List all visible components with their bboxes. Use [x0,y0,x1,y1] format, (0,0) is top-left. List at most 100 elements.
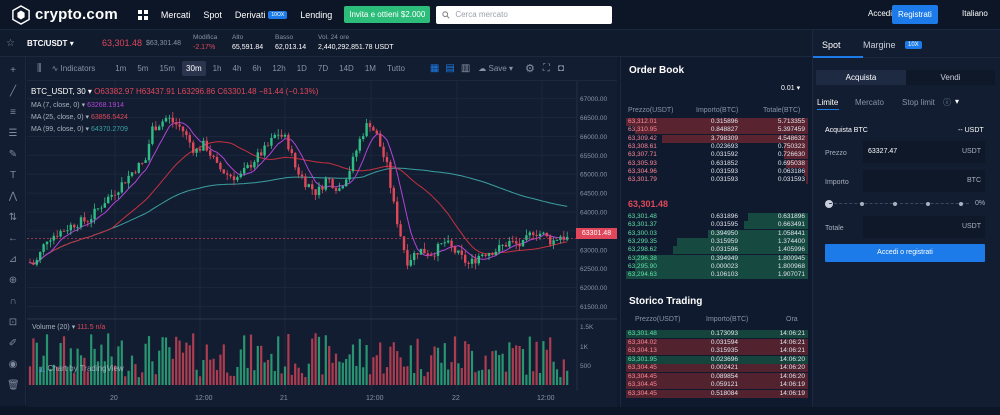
zoom-icon[interactable]: ⊕ [8,275,18,286]
tf-1d[interactable]: 1D [296,64,307,73]
ma99-legend[interactable]: MA (99, close, 0) ▾ 64370.2709 [31,125,128,133]
tf-1m[interactable]: 1m [115,64,127,73]
favorite-star-icon[interactable]: ☆ [6,38,15,49]
fib-icon[interactable]: ☰ [8,128,18,139]
candle-type-icon[interactable]: ⫼ [37,63,42,74]
tab-margin[interactable]: Margine [863,40,896,50]
sell-toggle-button[interactable]: Vendi [940,73,961,82]
magnet-icon[interactable]: ∩ [9,296,17,307]
bid-row[interactable]: 63,296.38 0.394949 1.800945 [626,254,808,263]
volume-legend[interactable]: Volume (20) ▾ 111.5 n/a [32,323,105,331]
ask-row[interactable]: 63,307.71 0.031592 0.726630 [626,151,808,160]
tf-1h[interactable]: 1h [212,64,222,73]
crosshair-icon[interactable]: + [10,65,16,76]
order-type-stop-limit[interactable]: Stop limit [902,98,935,107]
tf-1mo[interactable]: 1M [364,64,376,73]
price-input[interactable]: 63327.47 USDT [863,141,985,163]
bid-row[interactable]: 63,301.48 0.631896 0.631896 [626,213,808,222]
chart-symbol-chevron-icon[interactable]: ▾ [87,87,95,96]
market-search[interactable] [436,5,613,24]
invite-button[interactable]: Invita e ottieni $2.000 [344,6,431,23]
tf-6h[interactable]: 6h [252,64,262,73]
ask-row[interactable]: 63,310.95 0.848827 5.397459 [626,126,808,135]
info-icon[interactable]: ⓘ [943,98,951,107]
stop-limit-chevron-icon[interactable]: ▾ [955,97,960,106]
trendline-icon[interactable]: ╱ [9,86,17,97]
tf-15m[interactable]: 15m [159,64,176,73]
precision-selector[interactable]: 0.01 ▾ [781,85,801,92]
text-icon[interactable]: T [9,170,17,181]
tf-4h[interactable]: 4h [232,64,242,73]
slider-handle[interactable] [825,200,833,208]
tf-all[interactable]: Tutto [386,64,405,73]
ask-row[interactable]: 63,301.79 0.031593 0.031593 [626,176,808,185]
ask-row[interactable]: 63,312.01 0.315896 5.713355 [626,118,808,127]
depth-view-icon[interactable]: ▤ [445,63,455,74]
save-button[interactable]: ☁ Save ▾ [478,64,513,73]
volume-bar [521,349,525,385]
stay-drawing-icon[interactable]: ✐ [8,338,18,349]
nav-link-lending[interactable]: Lending [300,9,333,20]
bid-row[interactable]: 63,299.35 0.315959 1.374400 [626,237,808,247]
settings-gear-icon[interactable]: ⚙ [524,63,535,75]
ask-row[interactable]: 63,308.61 0.023693 0.750323 [626,142,808,152]
bid-row[interactable]: 63,300.03 0.394950 1.058441 [626,229,808,238]
tf-7d[interactable]: 7D [317,64,329,73]
back-arrow-icon[interactable]: ← [8,233,18,244]
login-or-register-button[interactable]: Accedi o registrati [825,244,985,262]
eye-icon[interactable]: ◉ [8,359,18,370]
tf-12h[interactable]: 12h [272,64,286,73]
bid-row[interactable]: 63,301.37 0.031595 0.663491 [626,221,808,230]
nav-link-spot[interactable]: Spot [203,9,222,20]
nav-link-derivatives[interactable]: Derivati 10OX [235,10,288,20]
brush-icon[interactable]: ✎ [8,149,18,160]
tf-5m[interactable]: 5m [137,64,149,73]
price-chart[interactable]: 67000.00 66500.00 66000.00 65500.00 65000.00… [27,81,617,407]
tf-14d[interactable]: 14D [339,64,354,73]
slider-mark-75[interactable] [926,202,930,206]
bid-depth-bar [635,262,808,271]
register-button[interactable]: Registrati [892,5,938,24]
fullscreen-icon[interactable]: ⛶ [542,63,550,74]
bid-row[interactable]: 63,294.63 0.106103 1.907071 [626,271,808,280]
ask-row[interactable]: 63,309.42 3.798309 4.548632 [626,134,808,143]
buy-toggle-button[interactable]: Acquista [816,70,906,85]
volume-bar [467,344,470,385]
order-type-market[interactable]: Mercato [855,98,884,107]
nav-link-markets[interactable]: Mercati [160,9,191,20]
layout-icon[interactable]: ▥ [460,63,471,74]
ruler-icon[interactable]: ⊿ [8,254,18,265]
chart-view-icon[interactable]: ▦ [429,63,440,74]
ma7-legend[interactable]: MA (7, close, 0) ▾ 63268.1914 [31,101,124,109]
bid-row[interactable]: 63,298.62 0.031596 1.405996 [626,246,808,255]
indicators-button[interactable]: ∿ Indicators [52,64,96,73]
login-link[interactable]: Accedi [868,9,893,18]
search-input[interactable] [455,10,606,19]
tab-spot[interactable]: Spot [822,40,841,50]
ask-row[interactable]: 63,304.96 0.031593 0.063186 [626,167,808,176]
lock-icon[interactable]: ⊡ [8,317,18,328]
brand-logo[interactable]: crypto.com [12,4,118,25]
pattern-icon[interactable]: ⋀ [8,191,18,202]
amount-input[interactable]: BTC [863,170,985,192]
horizontal-line-icon[interactable]: ≡ [10,107,16,118]
tf-30m[interactable]: 30m [182,61,206,76]
slider-mark-25[interactable] [860,202,864,206]
ma25-legend[interactable]: MA (25, close, 0) ▾ 63856.5424 [31,113,128,121]
order-type-limit[interactable]: Limite [817,98,839,107]
slider-mark-100[interactable] [959,202,963,206]
camera-icon[interactable]: ◘ [557,63,564,74]
bid-row[interactable]: 63,295.90 0.000023 1.800968 [626,262,808,271]
chart-canvas[interactable]: 67000.00 66500.00 66000.00 65500.00 65000.00… [27,81,617,407]
ask-row[interactable]: 63,305.93 0.631852 0.695038 [626,159,808,168]
prediction-icon[interactable]: ⇅ [8,212,18,223]
total-input[interactable]: USDT [863,216,985,238]
pair-selector[interactable]: BTC/USDT ▾ [27,39,74,48]
language-selector[interactable]: Italiano [962,9,988,18]
amount-slider[interactable] [825,200,969,208]
candle-body [188,135,191,143]
slider-mark-50[interactable] [893,202,897,206]
apps-grid-icon[interactable] [137,9,148,20]
trash-icon[interactable]: 🗑 [7,380,20,391]
tradingview-watermark[interactable]: ◭ Chart by TradingView [39,364,124,373]
